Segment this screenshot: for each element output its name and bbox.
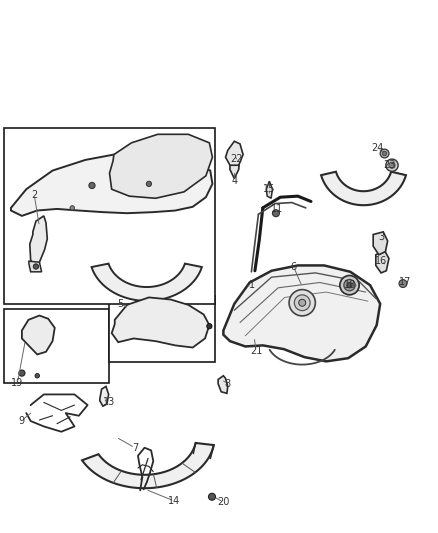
- Text: 20: 20: [217, 497, 230, 507]
- Text: 4: 4: [231, 176, 237, 186]
- Text: 23: 23: [383, 160, 395, 170]
- Polygon shape: [223, 265, 380, 361]
- Polygon shape: [30, 216, 47, 265]
- Text: 2: 2: [31, 190, 37, 199]
- Polygon shape: [112, 297, 209, 348]
- Circle shape: [289, 289, 315, 316]
- Text: 22: 22: [230, 154, 243, 164]
- Text: 14: 14: [168, 496, 180, 506]
- Circle shape: [272, 209, 279, 217]
- Bar: [109, 296, 215, 362]
- Circle shape: [35, 374, 39, 378]
- Circle shape: [207, 324, 212, 329]
- Polygon shape: [266, 181, 272, 198]
- Polygon shape: [226, 141, 243, 165]
- Text: 19: 19: [11, 378, 24, 387]
- Polygon shape: [92, 264, 202, 301]
- Text: 7: 7: [132, 443, 138, 453]
- Circle shape: [70, 206, 74, 210]
- Text: 17: 17: [399, 278, 411, 287]
- Circle shape: [389, 162, 395, 168]
- Polygon shape: [373, 232, 388, 255]
- Circle shape: [344, 279, 355, 291]
- Circle shape: [340, 276, 359, 295]
- Circle shape: [299, 299, 306, 306]
- Text: 16: 16: [375, 256, 387, 266]
- Polygon shape: [82, 443, 214, 488]
- Circle shape: [146, 181, 152, 187]
- Bar: [4, 309, 109, 383]
- Text: 11: 11: [271, 205, 283, 214]
- Text: 3: 3: [378, 232, 384, 242]
- Polygon shape: [110, 134, 212, 198]
- Circle shape: [399, 280, 407, 287]
- Polygon shape: [376, 251, 389, 273]
- Circle shape: [19, 370, 25, 376]
- Circle shape: [33, 264, 39, 269]
- Text: 9: 9: [18, 416, 24, 426]
- Polygon shape: [100, 386, 109, 406]
- Circle shape: [89, 182, 95, 189]
- Polygon shape: [11, 155, 212, 216]
- Text: 13: 13: [102, 398, 115, 407]
- Polygon shape: [29, 261, 42, 272]
- Circle shape: [208, 493, 215, 500]
- Polygon shape: [218, 376, 228, 393]
- Text: 15: 15: [263, 184, 276, 194]
- Circle shape: [386, 159, 398, 172]
- Circle shape: [294, 295, 310, 311]
- Text: 18: 18: [344, 280, 357, 290]
- Polygon shape: [230, 144, 240, 179]
- Text: 6: 6: [290, 262, 297, 271]
- Polygon shape: [22, 316, 55, 354]
- Circle shape: [380, 149, 389, 158]
- Text: 1: 1: [249, 280, 255, 290]
- Text: 5: 5: [117, 299, 124, 309]
- Circle shape: [382, 151, 387, 156]
- Text: 21: 21: [250, 346, 262, 356]
- Text: 24: 24: [371, 143, 384, 153]
- Polygon shape: [321, 172, 406, 205]
- Circle shape: [347, 282, 352, 288]
- Text: 8: 8: [225, 379, 231, 389]
- Bar: [4, 128, 215, 304]
